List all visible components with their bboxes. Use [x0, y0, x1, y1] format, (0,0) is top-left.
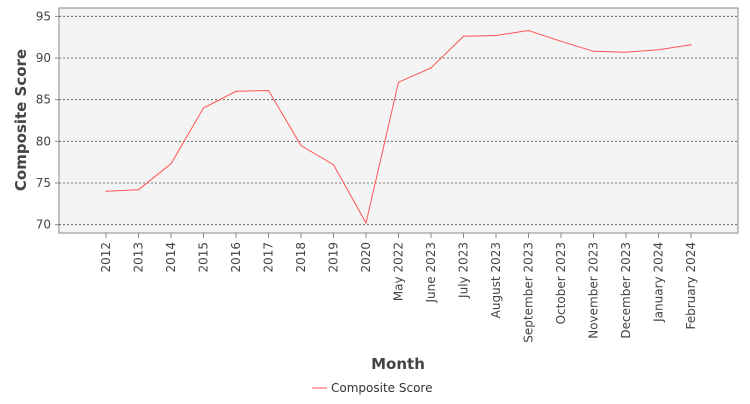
y-axis: 70 75 80 85 90 95: [36, 9, 59, 232]
x-tick-label: 2018: [294, 242, 308, 273]
data-point: [430, 67, 432, 69]
data-point: [397, 81, 400, 83]
series-layer: [105, 29, 692, 225]
data-point: [170, 163, 172, 165]
data-point: [235, 90, 237, 92]
x-tick-label: 2015: [197, 242, 211, 273]
x-tick-label: 2017: [262, 242, 276, 273]
data-point: [267, 89, 270, 92]
data-point: [690, 44, 692, 46]
legend-label: Composite Score: [331, 381, 432, 395]
data-point: [300, 144, 302, 147]
x-tick-label: June 2023: [424, 242, 438, 304]
x-tick-label: August 2023: [489, 242, 503, 318]
x-axis-title: Month: [371, 355, 425, 373]
data-point: [625, 51, 627, 53]
x-tick-label: May 2022: [392, 242, 406, 301]
y-tick-label: 95: [36, 9, 51, 23]
data-point: [560, 40, 562, 42]
legend: Composite Score: [312, 381, 432, 395]
x-tick-label: 2014: [164, 242, 178, 273]
x-axis: 2012 2013 2014 2015 2016 2017 2018 2019 2020 May …: [99, 233, 698, 343]
x-tick-label: 2012: [99, 242, 113, 273]
data-point: [657, 49, 660, 51]
data-point: [592, 50, 595, 52]
x-tick-label: 2013: [132, 242, 146, 273]
x-tick-label: December 2023: [619, 242, 633, 339]
data-point: [202, 107, 205, 109]
y-tick-label: 90: [36, 51, 51, 65]
plot-background: [58, 7, 739, 234]
data-point: [332, 164, 335, 166]
x-tick-label: 2016: [229, 242, 243, 273]
x-tick-label: 2020: [359, 242, 373, 273]
y-tick-label: 80: [36, 134, 51, 148]
y-axis-title: Composite Score: [12, 49, 30, 191]
x-tick-label: February 2024: [684, 242, 698, 330]
x-tick-label: July 2023: [457, 242, 471, 299]
x-tick-label: September 2023: [522, 242, 536, 343]
data-point: [495, 34, 497, 37]
x-tick-label: November 2023: [587, 242, 601, 339]
x-tick-label: October 2023: [554, 242, 568, 324]
data-point: [365, 222, 367, 224]
data-point: [462, 35, 465, 37]
data-point: [105, 190, 107, 192]
y-tick-label: 75: [36, 176, 51, 190]
y-tick-label: 85: [36, 93, 51, 107]
grid-lines: [59, 15, 738, 226]
x-tick-label: January 2024: [652, 242, 666, 323]
x-tick-label: 2019: [327, 242, 341, 273]
data-point: [137, 189, 140, 191]
data-point: [527, 29, 530, 32]
y-tick-label: 70: [36, 218, 51, 232]
